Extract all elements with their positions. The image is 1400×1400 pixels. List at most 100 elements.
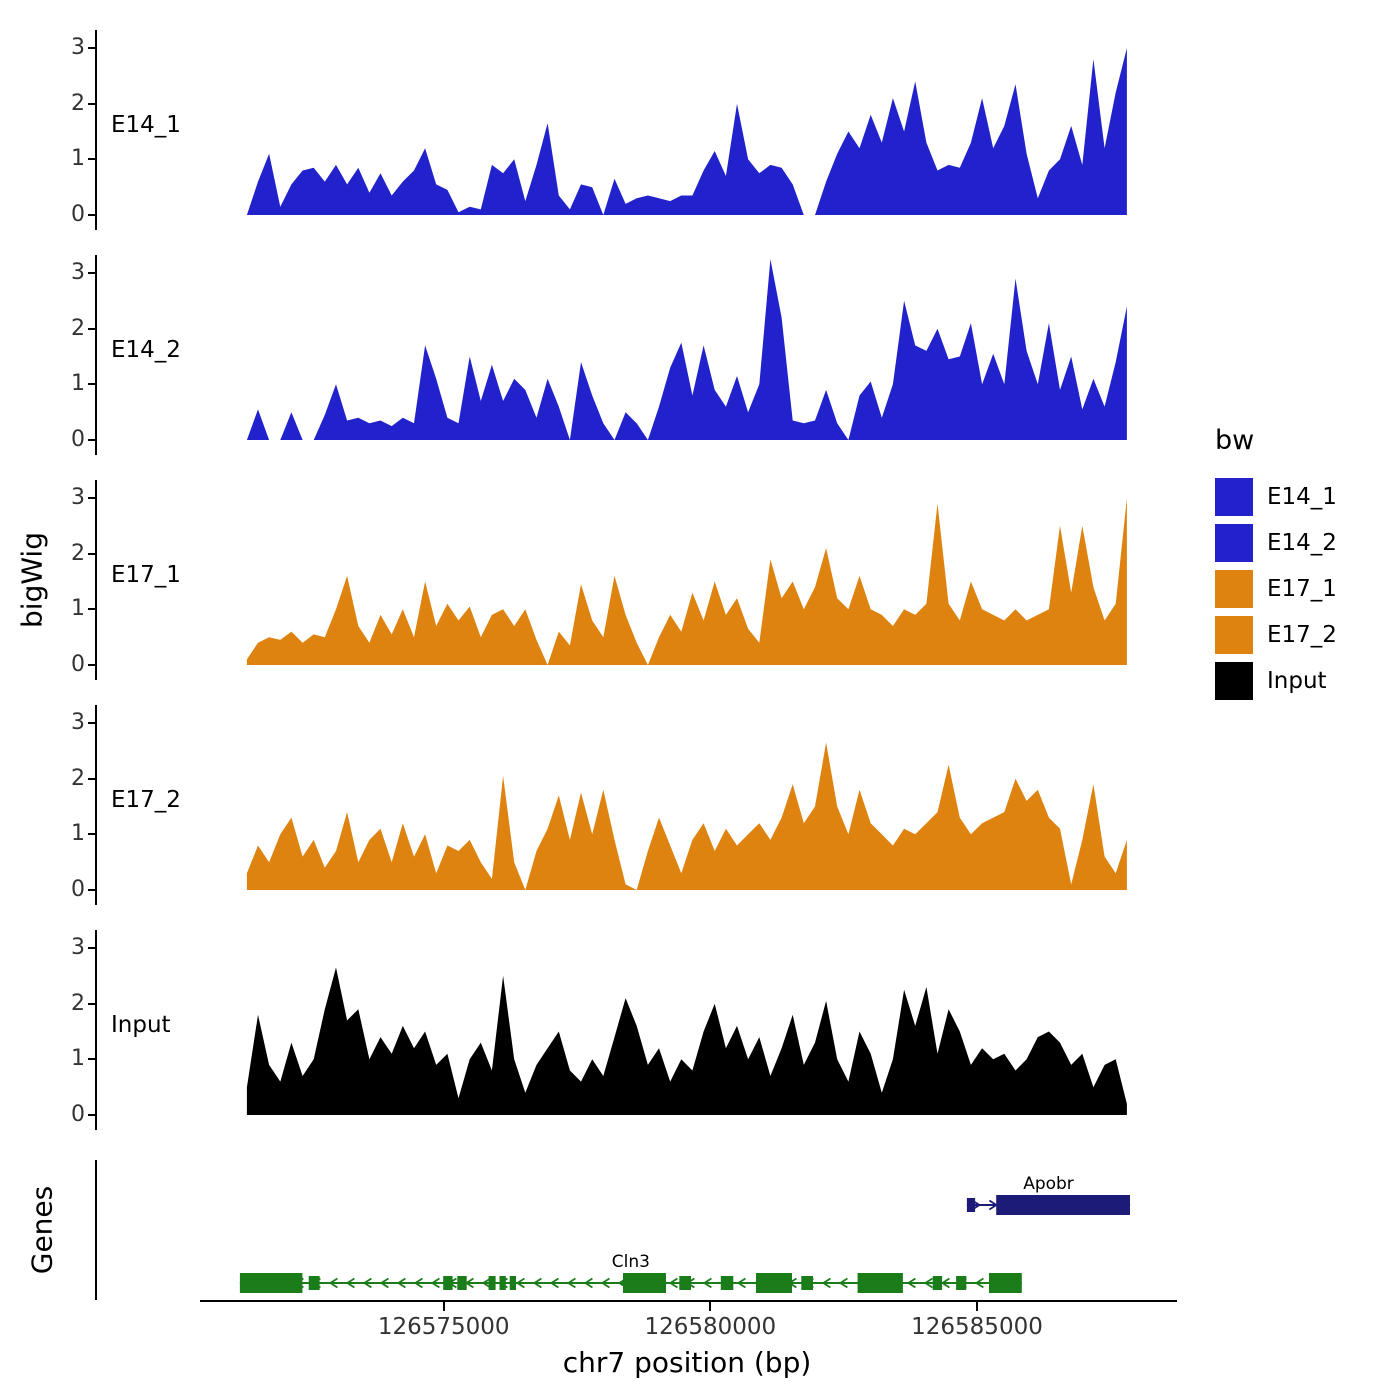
gene-Apobr: Apobr xyxy=(966,1174,1131,1215)
strand-arrow-icon xyxy=(515,1277,525,1289)
legend-swatch-E14_1 xyxy=(1215,478,1253,516)
y-tick-label: 1 xyxy=(71,1046,85,1072)
y-tick-mark xyxy=(88,552,96,555)
track-panel-Input: 3 2 1 0 Input xyxy=(71,930,1175,1130)
legend-item-label: E17_2 xyxy=(1267,622,1337,648)
gene-exon xyxy=(956,1276,967,1290)
y-tick-mark xyxy=(88,47,96,49)
x-tick-label: 126585000 xyxy=(911,1314,1043,1340)
coverage-area-E17_1 xyxy=(246,498,1127,665)
track-panel-E14_2: 3 2 1 0 E14_2 xyxy=(71,255,1175,455)
gene-exon xyxy=(457,1276,467,1290)
x-tick-label: 126575000 xyxy=(377,1314,510,1340)
y-tick-label: 0 xyxy=(71,1102,85,1127)
gene-exon xyxy=(488,1276,496,1290)
y-tick-mark xyxy=(88,1114,96,1116)
y-tick-mark xyxy=(88,722,96,724)
gene-Cln3: Cln3 xyxy=(239,1252,1022,1293)
x-tick-label: 126580000 xyxy=(644,1314,777,1340)
track-label-E17_2: E17_2 xyxy=(111,787,181,813)
y-tick-mark xyxy=(88,947,96,949)
strand-arrow-icon xyxy=(396,1277,406,1289)
legend-item-E17_2: E17_2 xyxy=(1215,616,1337,654)
y-axis-title: bigWig xyxy=(15,532,49,628)
x-tick-mark xyxy=(442,1302,445,1311)
y-tick-mark xyxy=(88,327,96,330)
y-tick-label: 3 xyxy=(71,260,85,285)
y-tick-label: 2 xyxy=(71,90,85,116)
gene-exon xyxy=(443,1276,453,1290)
legend-item-Input: Input xyxy=(1215,662,1337,700)
strand-arrow-icon xyxy=(600,1277,610,1289)
gene-exon xyxy=(857,1273,903,1293)
gene-exon xyxy=(509,1276,516,1290)
gene-exon xyxy=(801,1276,813,1290)
gene-exon xyxy=(239,1273,303,1293)
track-area-Input xyxy=(246,967,1127,1115)
y-tick-label: 3 xyxy=(71,710,85,735)
strand-arrow-icon xyxy=(413,1277,423,1289)
track-area-E17_2 xyxy=(246,742,1127,890)
y-tick-mark xyxy=(88,439,96,441)
gene-exon xyxy=(679,1276,691,1290)
y-tick-label: 0 xyxy=(71,427,85,452)
track-label-E14_1: E14_1 xyxy=(111,112,181,138)
legend-swatch-E17_2 xyxy=(1215,616,1253,654)
y-tick-label: 3 xyxy=(71,935,85,960)
y-tick-mark xyxy=(88,1002,96,1005)
y-tick-label: 2 xyxy=(71,315,85,341)
strand-arrow-icon xyxy=(362,1277,372,1289)
track-area-E14_1 xyxy=(246,48,1127,215)
y-tick-mark xyxy=(88,102,96,105)
track-area-E17_1 xyxy=(246,498,1127,665)
legend-item-E14_1: E14_1 xyxy=(1215,478,1337,516)
gene-exon xyxy=(308,1276,320,1290)
strand-arrow-icon xyxy=(379,1277,389,1289)
y-tick-label: 2 xyxy=(71,990,85,1016)
x-tick-mark xyxy=(976,1302,978,1311)
y-tick-mark xyxy=(88,777,96,780)
y-tick-mark xyxy=(88,664,96,666)
y-tick-mark xyxy=(88,158,96,161)
strand-arrow-icon xyxy=(974,1277,984,1289)
coverage-area-E14_1 xyxy=(246,48,1127,215)
y-tick-label: 0 xyxy=(71,202,85,227)
y-tick-mark xyxy=(88,383,96,386)
legend-items: E14_1 E14_2 E17_1 E17_2 Input xyxy=(1215,478,1337,700)
track-panel-E17_2: 3 2 1 0 E17_2 xyxy=(71,705,1175,905)
legend-swatch-E17_1 xyxy=(1215,570,1253,608)
strand-arrow-icon xyxy=(345,1277,355,1289)
x-axis-title: chr7 position (bp) xyxy=(562,1346,812,1379)
y-tick-mark xyxy=(88,497,96,499)
strand-arrow-icon xyxy=(702,1277,712,1289)
strand-arrow-icon xyxy=(668,1277,678,1289)
track-area-E14_2 xyxy=(246,259,1127,440)
y-tick-label: 3 xyxy=(71,35,85,60)
coverage-area-E17_2 xyxy=(246,742,1127,890)
track-label-Input: Input xyxy=(111,1012,171,1038)
strand-arrow-icon xyxy=(940,1277,950,1289)
y-tick-label: 1 xyxy=(71,821,85,847)
genes-panel: Apobr Cln3 xyxy=(95,1160,1175,1300)
y-tick-mark xyxy=(88,214,96,216)
strand-arrow-icon xyxy=(532,1277,542,1289)
coverage-area-Input xyxy=(246,967,1127,1115)
legend-item-label: Input xyxy=(1267,668,1327,694)
strand-arrow-icon xyxy=(549,1277,559,1289)
y-tick-label: 1 xyxy=(71,371,85,397)
track-panel-E17_1: 3 2 1 0 E17_1 xyxy=(71,480,1175,680)
legend-item-label: E17_1 xyxy=(1267,576,1337,602)
legend-title: bw xyxy=(1215,425,1255,456)
y-tick-mark xyxy=(88,272,96,274)
track-panel-E14_1: 3 2 1 0 E14_1 xyxy=(71,30,1175,230)
y-tick-label: 2 xyxy=(71,540,85,566)
legend-swatch-E14_2 xyxy=(1215,524,1253,562)
gene-exon xyxy=(499,1276,506,1290)
gene-exon xyxy=(932,1276,943,1290)
x-tick-mark xyxy=(709,1302,712,1311)
strand-arrow-icon xyxy=(923,1277,933,1289)
gene-exon xyxy=(966,1198,976,1212)
gene-exon xyxy=(996,1195,1130,1215)
track-label-E14_2: E14_2 xyxy=(111,337,181,363)
